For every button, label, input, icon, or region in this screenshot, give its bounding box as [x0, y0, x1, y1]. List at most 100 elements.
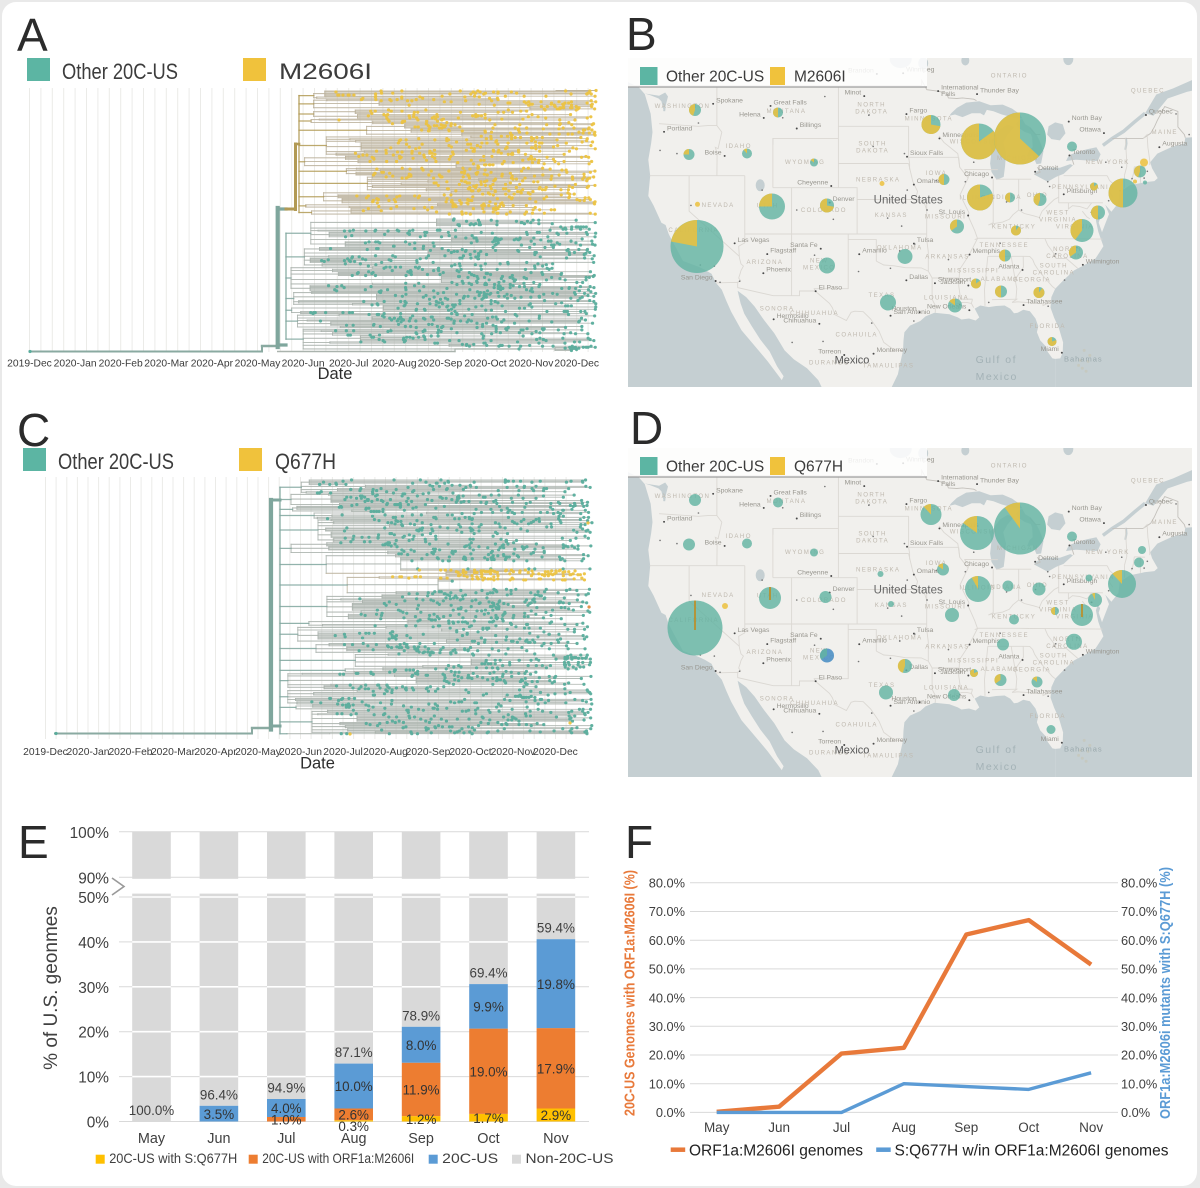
svg-text:Houston: Houston	[891, 305, 917, 312]
svg-text:Cheyenne: Cheyenne	[797, 570, 828, 577]
svg-text:Great Falls: Great Falls	[774, 99, 808, 106]
svg-text:2020-Jan: 2020-Jan	[67, 747, 110, 758]
svg-text:NEBRASKA: NEBRASKA	[856, 567, 900, 574]
svg-text:2020-Sep: 2020-Sep	[418, 359, 463, 370]
svg-text:Aug: Aug	[341, 1131, 367, 1147]
svg-text:Jun: Jun	[207, 1131, 230, 1147]
svg-text:94.9%: 94.9%	[267, 1081, 305, 1096]
svg-text:50.0%: 50.0%	[649, 962, 685, 977]
svg-text:M2606I: M2606I	[279, 59, 372, 84]
svg-text:Minneapolis: Minneapolis	[942, 131, 979, 138]
svg-text:NEVADA: NEVADA	[702, 202, 735, 209]
svg-text:Spokane: Spokane	[716, 487, 743, 494]
svg-text:Other 20C-US: Other 20C-US	[58, 449, 174, 474]
svg-text:78.9%: 78.9%	[402, 1008, 440, 1023]
svg-text:SONORA: SONORA	[760, 696, 795, 703]
svg-text:El Paso: El Paso	[819, 284, 843, 291]
svg-text:Detroit: Detroit	[1038, 165, 1058, 172]
svg-text:20C-US Genomes with ORF1a:M260: 20C-US Genomes with ORF1a:M2606I (%)	[623, 870, 639, 1116]
svg-text:ARIZONA: ARIZONA	[746, 649, 783, 656]
svg-text:NORTH: NORTH	[857, 492, 886, 499]
svg-text:Fargo: Fargo	[909, 107, 927, 114]
svg-text:MAINE: MAINE	[1152, 129, 1178, 136]
svg-text:Falls: Falls	[941, 91, 956, 98]
svg-text:2020-Oct: 2020-Oct	[449, 747, 491, 758]
svg-text:SONORA: SONORA	[760, 305, 795, 312]
svg-text:40.0%: 40.0%	[649, 990, 685, 1005]
svg-text:NEW: NEW	[810, 257, 828, 264]
svg-text:2020-Nov: 2020-Nov	[509, 359, 554, 370]
svg-text:Boise: Boise	[705, 149, 722, 156]
svg-text:IOWA: IOWA	[925, 560, 947, 567]
svg-text:FLORIDA: FLORIDA	[1030, 713, 1066, 720]
svg-text:50%: 50%	[78, 890, 109, 907]
svg-text:Other 20C-US: Other 20C-US	[666, 68, 764, 85]
svg-text:80.0%: 80.0%	[649, 876, 685, 891]
svg-text:Fargo: Fargo	[909, 498, 927, 505]
svg-text:2020-Aug: 2020-Aug	[372, 359, 417, 370]
svg-text:Minneapolis: Minneapolis	[942, 522, 979, 529]
svg-text:Q677H: Q677H	[794, 459, 843, 476]
svg-text:OKLAHOMA: OKLAHOMA	[877, 635, 923, 642]
svg-text:DURANGO: DURANGO	[809, 749, 850, 756]
svg-text:CHIHUAHUA: CHIHUAHUA	[790, 309, 839, 316]
svg-text:El Paso: El Paso	[819, 675, 843, 682]
svg-text:M2606I: M2606I	[794, 68, 846, 85]
svg-text:Chihuahua: Chihuahua	[783, 707, 816, 714]
svg-text:ORF1a:M2606I genomes: ORF1a:M2606I genomes	[689, 1143, 863, 1160]
svg-text:Billings: Billings	[800, 122, 822, 129]
svg-text:New Orleans: New Orleans	[927, 303, 967, 310]
svg-text:Tulsa: Tulsa	[917, 627, 934, 634]
svg-text:Jul: Jul	[833, 1120, 850, 1135]
svg-text:Portland: Portland	[667, 125, 693, 132]
svg-text:Ottawa: Ottawa	[1079, 126, 1101, 133]
svg-text:20C-US: 20C-US	[442, 1151, 498, 1166]
svg-text:ARIZONA: ARIZONA	[746, 258, 783, 265]
svg-text:Santa Fe: Santa Fe	[790, 242, 818, 249]
svg-text:Memphis: Memphis	[973, 248, 1001, 255]
svg-text:17.9%: 17.9%	[537, 1062, 575, 1077]
svg-text:MAINE: MAINE	[1152, 519, 1178, 526]
svg-text:40%: 40%	[78, 935, 109, 952]
svg-text:2020-Nov: 2020-Nov	[491, 747, 536, 758]
svg-text:Jackson: Jackson	[940, 279, 965, 286]
svg-text:Billings: Billings	[800, 512, 822, 519]
svg-text:GEORGIA: GEORGIA	[1013, 667, 1051, 674]
svg-text:Flagstaff: Flagstaff	[770, 247, 796, 254]
svg-text:Jackson: Jackson	[940, 669, 965, 676]
svg-text:2020-May: 2020-May	[235, 359, 282, 370]
svg-text:KANSAS: KANSAS	[875, 212, 908, 219]
svg-text:Flagstaff: Flagstaff	[770, 638, 796, 645]
svg-text:90%: 90%	[78, 870, 109, 887]
svg-text:TEXAS: TEXAS	[869, 292, 896, 299]
svg-text:1.0%: 1.0%	[271, 1113, 302, 1128]
svg-text:IDAHO: IDAHO	[726, 142, 752, 149]
svg-text:NORTH: NORTH	[857, 101, 886, 108]
svg-text:Nov: Nov	[1079, 1120, 1103, 1135]
svg-text:Chicago: Chicago	[964, 171, 989, 178]
svg-text:70.0%: 70.0%	[649, 904, 685, 919]
svg-text:Nov: Nov	[543, 1131, 569, 1147]
svg-text:Pittsburgh: Pittsburgh	[1067, 578, 1098, 585]
svg-text:2020-May: 2020-May	[235, 747, 282, 758]
svg-text:2019-Dec: 2019-Dec	[7, 359, 52, 370]
svg-text:IDAHO: IDAHO	[726, 533, 752, 540]
svg-text:20.0%: 20.0%	[649, 1048, 685, 1063]
svg-text:69.4%: 69.4%	[470, 966, 508, 981]
svg-text:WEST: WEST	[1046, 600, 1069, 607]
svg-text:MONTANA: MONTANA	[766, 108, 806, 115]
svg-text:Other 20C-US: Other 20C-US	[666, 459, 764, 476]
svg-text:Amarillo: Amarillo	[862, 247, 887, 254]
svg-text:NEVADA: NEVADA	[702, 592, 735, 599]
svg-text:St. Louis: St. Louis	[939, 209, 966, 216]
svg-text:Omaha: Omaha	[917, 178, 940, 185]
svg-text:Aug: Aug	[892, 1120, 916, 1135]
svg-text:2020-Dec: 2020-Dec	[533, 747, 578, 758]
svg-text:LOUISIANA: LOUISIANA	[924, 294, 969, 301]
svg-text:Thunder Bay: Thunder Bay	[980, 87, 1020, 94]
svg-text:Santa Fe: Santa Fe	[790, 632, 818, 639]
svg-text:Atlanta: Atlanta	[998, 263, 1019, 270]
svg-text:TENNESSEE: TENNESSEE	[979, 632, 1029, 639]
svg-text:May: May	[138, 1131, 166, 1147]
svg-text:20.0%: 20.0%	[1121, 1048, 1157, 1063]
